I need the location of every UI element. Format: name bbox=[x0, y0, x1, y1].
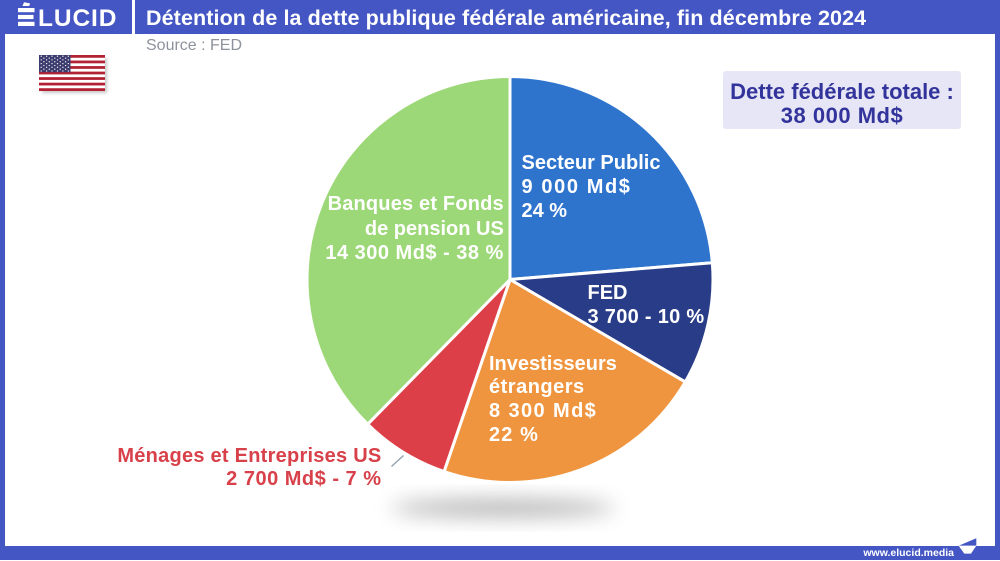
svg-text:LUCID: LUCID bbox=[38, 5, 117, 32]
